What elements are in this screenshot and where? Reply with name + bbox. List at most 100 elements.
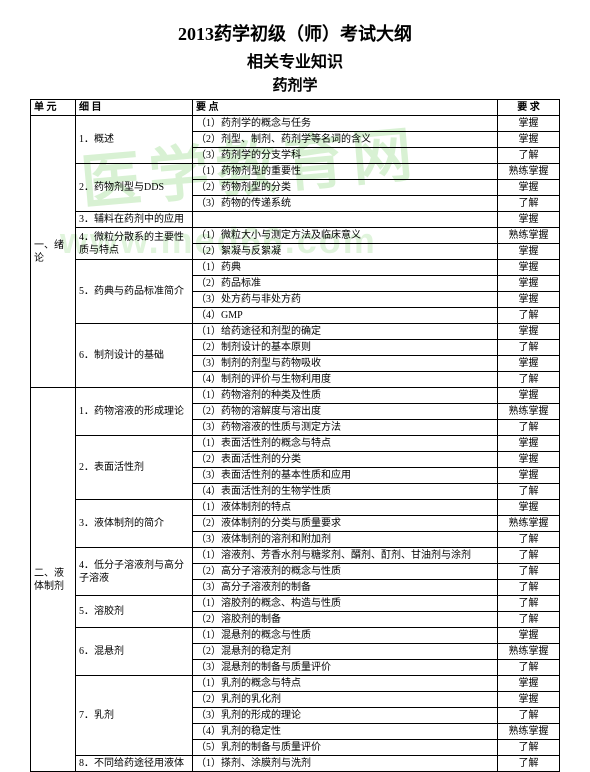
- section-cell: 7．乳剂: [76, 676, 193, 756]
- req-cell: 掌握: [498, 212, 560, 228]
- section-cell: 6．混悬剂: [76, 628, 193, 676]
- table-row: 3．辅料在药剂中的应用 掌握: [31, 212, 560, 228]
- point-cell: （1）液体制剂的特点: [193, 500, 498, 516]
- table-row: 4．低分子溶液剂与高分子溶液（1）溶液剂、芳香水剂与糖浆剂、醑剂、酊剂、甘油剂与…: [31, 548, 560, 564]
- point-cell: （4）制剂的评价与生物利用度: [193, 372, 498, 388]
- header-req: 要 求: [498, 100, 560, 116]
- point-cell: （3）液体制剂的溶剂和附加剂: [193, 532, 498, 548]
- point-cell: （2）溶胶剂的制备: [193, 612, 498, 628]
- point-cell: （1）溶液剂、芳香水剂与糖浆剂、醑剂、酊剂、甘油剂与涂剂: [193, 548, 498, 564]
- req-cell: 了解: [498, 564, 560, 580]
- point-cell: （3）药物溶液的性质与测定方法: [193, 420, 498, 436]
- page-title-2: 相关专业知识: [30, 48, 560, 72]
- req-cell: 熟练掌握: [498, 228, 560, 244]
- point-cell: （2）絮凝与反絮凝: [193, 244, 498, 260]
- req-cell: 熟练掌握: [498, 164, 560, 180]
- point-cell: （1）混悬剂的概念与性质: [193, 628, 498, 644]
- req-cell: 掌握: [498, 452, 560, 468]
- point-cell: （4）乳剂的稳定性: [193, 724, 498, 740]
- table-row: 2．表面活性剂（1）表面活性剂的概念与特点掌握: [31, 436, 560, 452]
- req-cell: 掌握: [498, 292, 560, 308]
- req-cell: 了解: [498, 548, 560, 564]
- table-row: 4．微粒分散系的主要性质与特点（1）微粒大小与测定方法及临床意义熟练掌握: [31, 228, 560, 244]
- syllabus-table: 单 元 细 目 要 点 要 求 一、绪论1．概述（1）药剂学的概念与任务掌握（2…: [30, 99, 560, 772]
- point-cell: （2）剂型、制剂、药剂学等名词的含义: [193, 132, 498, 148]
- unit-cell: 一、绪论: [31, 116, 76, 388]
- point-cell: （3）表面活性剂的基本性质和应用: [193, 468, 498, 484]
- table-row: 3．液体制剂的简介（1）液体制剂的特点掌握: [31, 500, 560, 516]
- point-cell: （1）药剂学的概念与任务: [193, 116, 498, 132]
- req-cell: 了解: [498, 148, 560, 164]
- req-cell: 了解: [498, 612, 560, 628]
- req-cell: 了解: [498, 740, 560, 756]
- point-cell: （2）乳剂的乳化剂: [193, 692, 498, 708]
- section-cell: 1．概述: [76, 116, 193, 164]
- req-cell: 掌握: [498, 676, 560, 692]
- req-cell: 掌握: [498, 244, 560, 260]
- section-cell: 3．液体制剂的简介: [76, 500, 193, 548]
- point-cell: （1）药物溶剂的种类及性质: [193, 388, 498, 404]
- req-cell: 掌握: [498, 180, 560, 196]
- section-cell: 8．不同给药途径用液体: [76, 756, 193, 772]
- section-cell: 3．辅料在药剂中的应用: [76, 212, 193, 228]
- section-cell: 6．制剂设计的基础: [76, 324, 193, 388]
- header-unit: 单 元: [31, 100, 76, 116]
- header-point: 要 点: [193, 100, 498, 116]
- req-cell: 了解: [498, 420, 560, 436]
- req-cell: 了解: [498, 708, 560, 724]
- section-cell: 2．药物剂型与DDS: [76, 164, 193, 212]
- table-row: 5．溶胶剂（1）溶胶剂的概念、构造与性质了解: [31, 596, 560, 612]
- point-cell: [193, 212, 498, 228]
- req-cell: 掌握: [498, 132, 560, 148]
- table-row: 二、液体制剂1．药物溶液的形成理论（1）药物溶剂的种类及性质掌握: [31, 388, 560, 404]
- point-cell: （2）制剂设计的基本原则: [193, 340, 498, 356]
- header-section: 细 目: [76, 100, 193, 116]
- page-title-3: 药剂学: [30, 74, 560, 95]
- section-cell: 5．溶胶剂: [76, 596, 193, 628]
- req-cell: 了解: [498, 340, 560, 356]
- point-cell: （1）乳剂的概念与特点: [193, 676, 498, 692]
- req-cell: 了解: [498, 196, 560, 212]
- section-cell: 2．表面活性剂: [76, 436, 193, 500]
- req-cell: 掌握: [498, 500, 560, 516]
- section-cell: 4．低分子溶液剂与高分子溶液: [76, 548, 193, 596]
- req-cell: 掌握: [498, 356, 560, 372]
- req-cell: 掌握: [498, 324, 560, 340]
- point-cell: （2）药物的溶解度与溶出度: [193, 404, 498, 420]
- req-cell: 掌握: [498, 436, 560, 452]
- req-cell: 熟练掌握: [498, 404, 560, 420]
- point-cell: （3）高分子溶液剂的制备: [193, 580, 498, 596]
- table-row: 6．混悬剂（1）混悬剂的概念与性质掌握: [31, 628, 560, 644]
- point-cell: （1）搽剂、涂膜剂与洗剂: [193, 756, 498, 772]
- point-cell: （1）表面活性剂的概念与特点: [193, 436, 498, 452]
- point-cell: （1）微粒大小与测定方法及临床意义: [193, 228, 498, 244]
- point-cell: （2）混悬剂的稳定剂: [193, 644, 498, 660]
- section-cell: 5．药典与药品标准简介: [76, 260, 193, 324]
- point-cell: （2）表面活性剂的分类: [193, 452, 498, 468]
- point-cell: （3）处方药与非处方药: [193, 292, 498, 308]
- table-row: 2．药物剂型与DDS（1）药物剂型的重要性熟练掌握: [31, 164, 560, 180]
- section-cell: 1．药物溶液的形成理论: [76, 388, 193, 436]
- table-row: 7．乳剂（1）乳剂的概念与特点掌握: [31, 676, 560, 692]
- req-cell: 了解: [498, 372, 560, 388]
- page-title-1: 2013药学初级（师）考试大纲: [30, 20, 560, 46]
- point-cell: （2）高分子溶液剂的概念与性质: [193, 564, 498, 580]
- point-cell: （4）GMP: [193, 308, 498, 324]
- req-cell: 掌握: [498, 116, 560, 132]
- req-cell: 了解: [498, 596, 560, 612]
- point-cell: （3）乳剂的形成的理论: [193, 708, 498, 724]
- req-cell: 掌握: [498, 628, 560, 644]
- point-cell: （3）药物的传递系统: [193, 196, 498, 212]
- point-cell: （1）溶胶剂的概念、构造与性质: [193, 596, 498, 612]
- req-cell: 了解: [498, 660, 560, 676]
- point-cell: （2）药物剂型的分类: [193, 180, 498, 196]
- req-cell: 掌握: [498, 692, 560, 708]
- point-cell: （1）药物剂型的重要性: [193, 164, 498, 180]
- req-cell: 了解: [498, 484, 560, 500]
- req-cell: 熟练掌握: [498, 644, 560, 660]
- unit-cell: 二、液体制剂: [31, 388, 76, 772]
- point-cell: （3）混悬剂的制备与质量评价: [193, 660, 498, 676]
- point-cell: （1）药典: [193, 260, 498, 276]
- req-cell: 掌握: [498, 388, 560, 404]
- req-cell: 熟练掌握: [498, 516, 560, 532]
